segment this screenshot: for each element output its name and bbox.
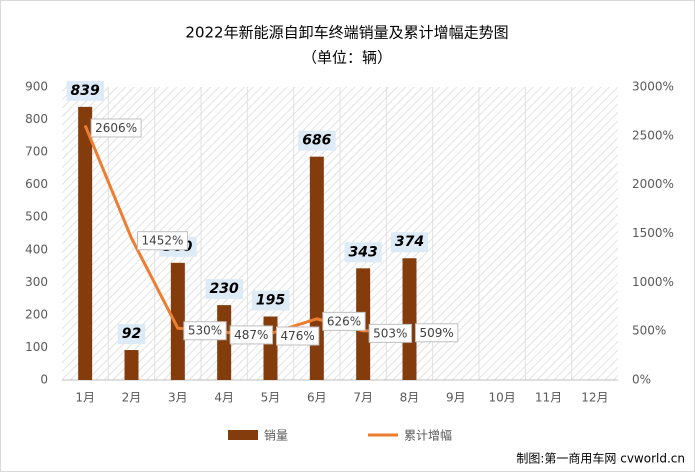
label-box — [368, 323, 412, 343]
x-tick-label: 7月 — [353, 391, 373, 405]
x-tick-label: 5月 — [261, 391, 281, 405]
bar — [217, 305, 232, 380]
label-box — [322, 311, 366, 331]
y-tick-label: 800 — [25, 112, 48, 126]
chart-subtitle: （单位：辆） — [302, 49, 392, 67]
x-tick-label: 4月 — [214, 391, 234, 405]
line-value-label: 2606% — [95, 121, 137, 135]
y2-tick-label: 1000% — [632, 275, 674, 289]
y2-tick-label: 0% — [632, 373, 651, 387]
label-box — [183, 321, 227, 341]
x-tick-label: 8月 — [400, 391, 420, 405]
x-tick-label: 1月 — [75, 391, 95, 405]
y2-tick-label: 2000% — [632, 177, 674, 191]
x-tick-label: 12月 — [581, 391, 608, 405]
bar-value-label: 195 — [256, 293, 285, 309]
line-value-label: 509% — [420, 326, 454, 340]
label-box — [90, 118, 142, 138]
y-tick-label: 400 — [25, 242, 48, 256]
y2-tick-label: 500% — [632, 324, 666, 338]
x-tick-label: 10月 — [489, 391, 516, 405]
label-box — [117, 324, 146, 345]
bar-value-label: 343 — [349, 244, 378, 260]
bar-value-label: 374 — [395, 234, 424, 250]
y-tick-label: 100 — [25, 340, 48, 354]
y2-tick-label: 2500% — [632, 128, 674, 142]
bar — [124, 350, 139, 380]
y-tick-label: 600 — [25, 177, 48, 191]
line-value-label: 487% — [234, 328, 268, 342]
source: 制图:第一商用车网 cvworld.cn — [516, 451, 685, 466]
legend-label: 累计增幅 — [404, 428, 452, 443]
y-tick-label: 500 — [25, 210, 48, 224]
y2-tick-label: 3000% — [632, 80, 674, 94]
line-value-label: 626% — [327, 314, 361, 328]
x-tick-label: 3月 — [168, 391, 188, 405]
label-box — [66, 80, 105, 101]
bar-value-label: 839 — [71, 83, 100, 99]
chart-title: 2022年新能源自卸车终端销量及累计增幅走势图 — [185, 24, 508, 42]
label-box — [390, 232, 429, 253]
x-tick-label: 6月 — [307, 391, 327, 405]
y-tick-label: 200 — [25, 307, 48, 321]
bar — [402, 258, 417, 380]
label-box — [276, 326, 320, 346]
line-value-label: 503% — [373, 326, 407, 340]
y2-tick-label: 1500% — [632, 226, 674, 240]
label-box — [298, 130, 336, 151]
bar-value-label: 686 — [302, 133, 331, 149]
y-tick-label: 300 — [25, 275, 48, 289]
x-tick-label: 11月 — [535, 391, 562, 405]
bar-value-label: 230 — [210, 281, 239, 297]
line-value-label: 530% — [188, 324, 222, 338]
label-box — [344, 242, 382, 263]
label-box — [251, 290, 290, 311]
y-tick-label: 700 — [25, 145, 48, 159]
label-box — [205, 279, 244, 300]
label-box — [137, 231, 188, 251]
x-tick-label: 2月 — [122, 391, 142, 405]
legend-label: 销量 — [264, 429, 288, 443]
y-tick-label: 900 — [25, 80, 48, 94]
bar — [78, 106, 93, 380]
line-value-label: 1452% — [142, 234, 184, 248]
label-box — [229, 325, 273, 345]
bar — [170, 262, 185, 380]
bar-value-label: 92 — [122, 326, 141, 342]
y-tick-label: 0 — [40, 373, 48, 387]
x-tick-label: 9月 — [446, 391, 466, 405]
legend-swatch — [228, 430, 258, 440]
bar — [309, 156, 324, 380]
label-box — [415, 323, 459, 343]
line-value-label: 476% — [281, 329, 315, 343]
